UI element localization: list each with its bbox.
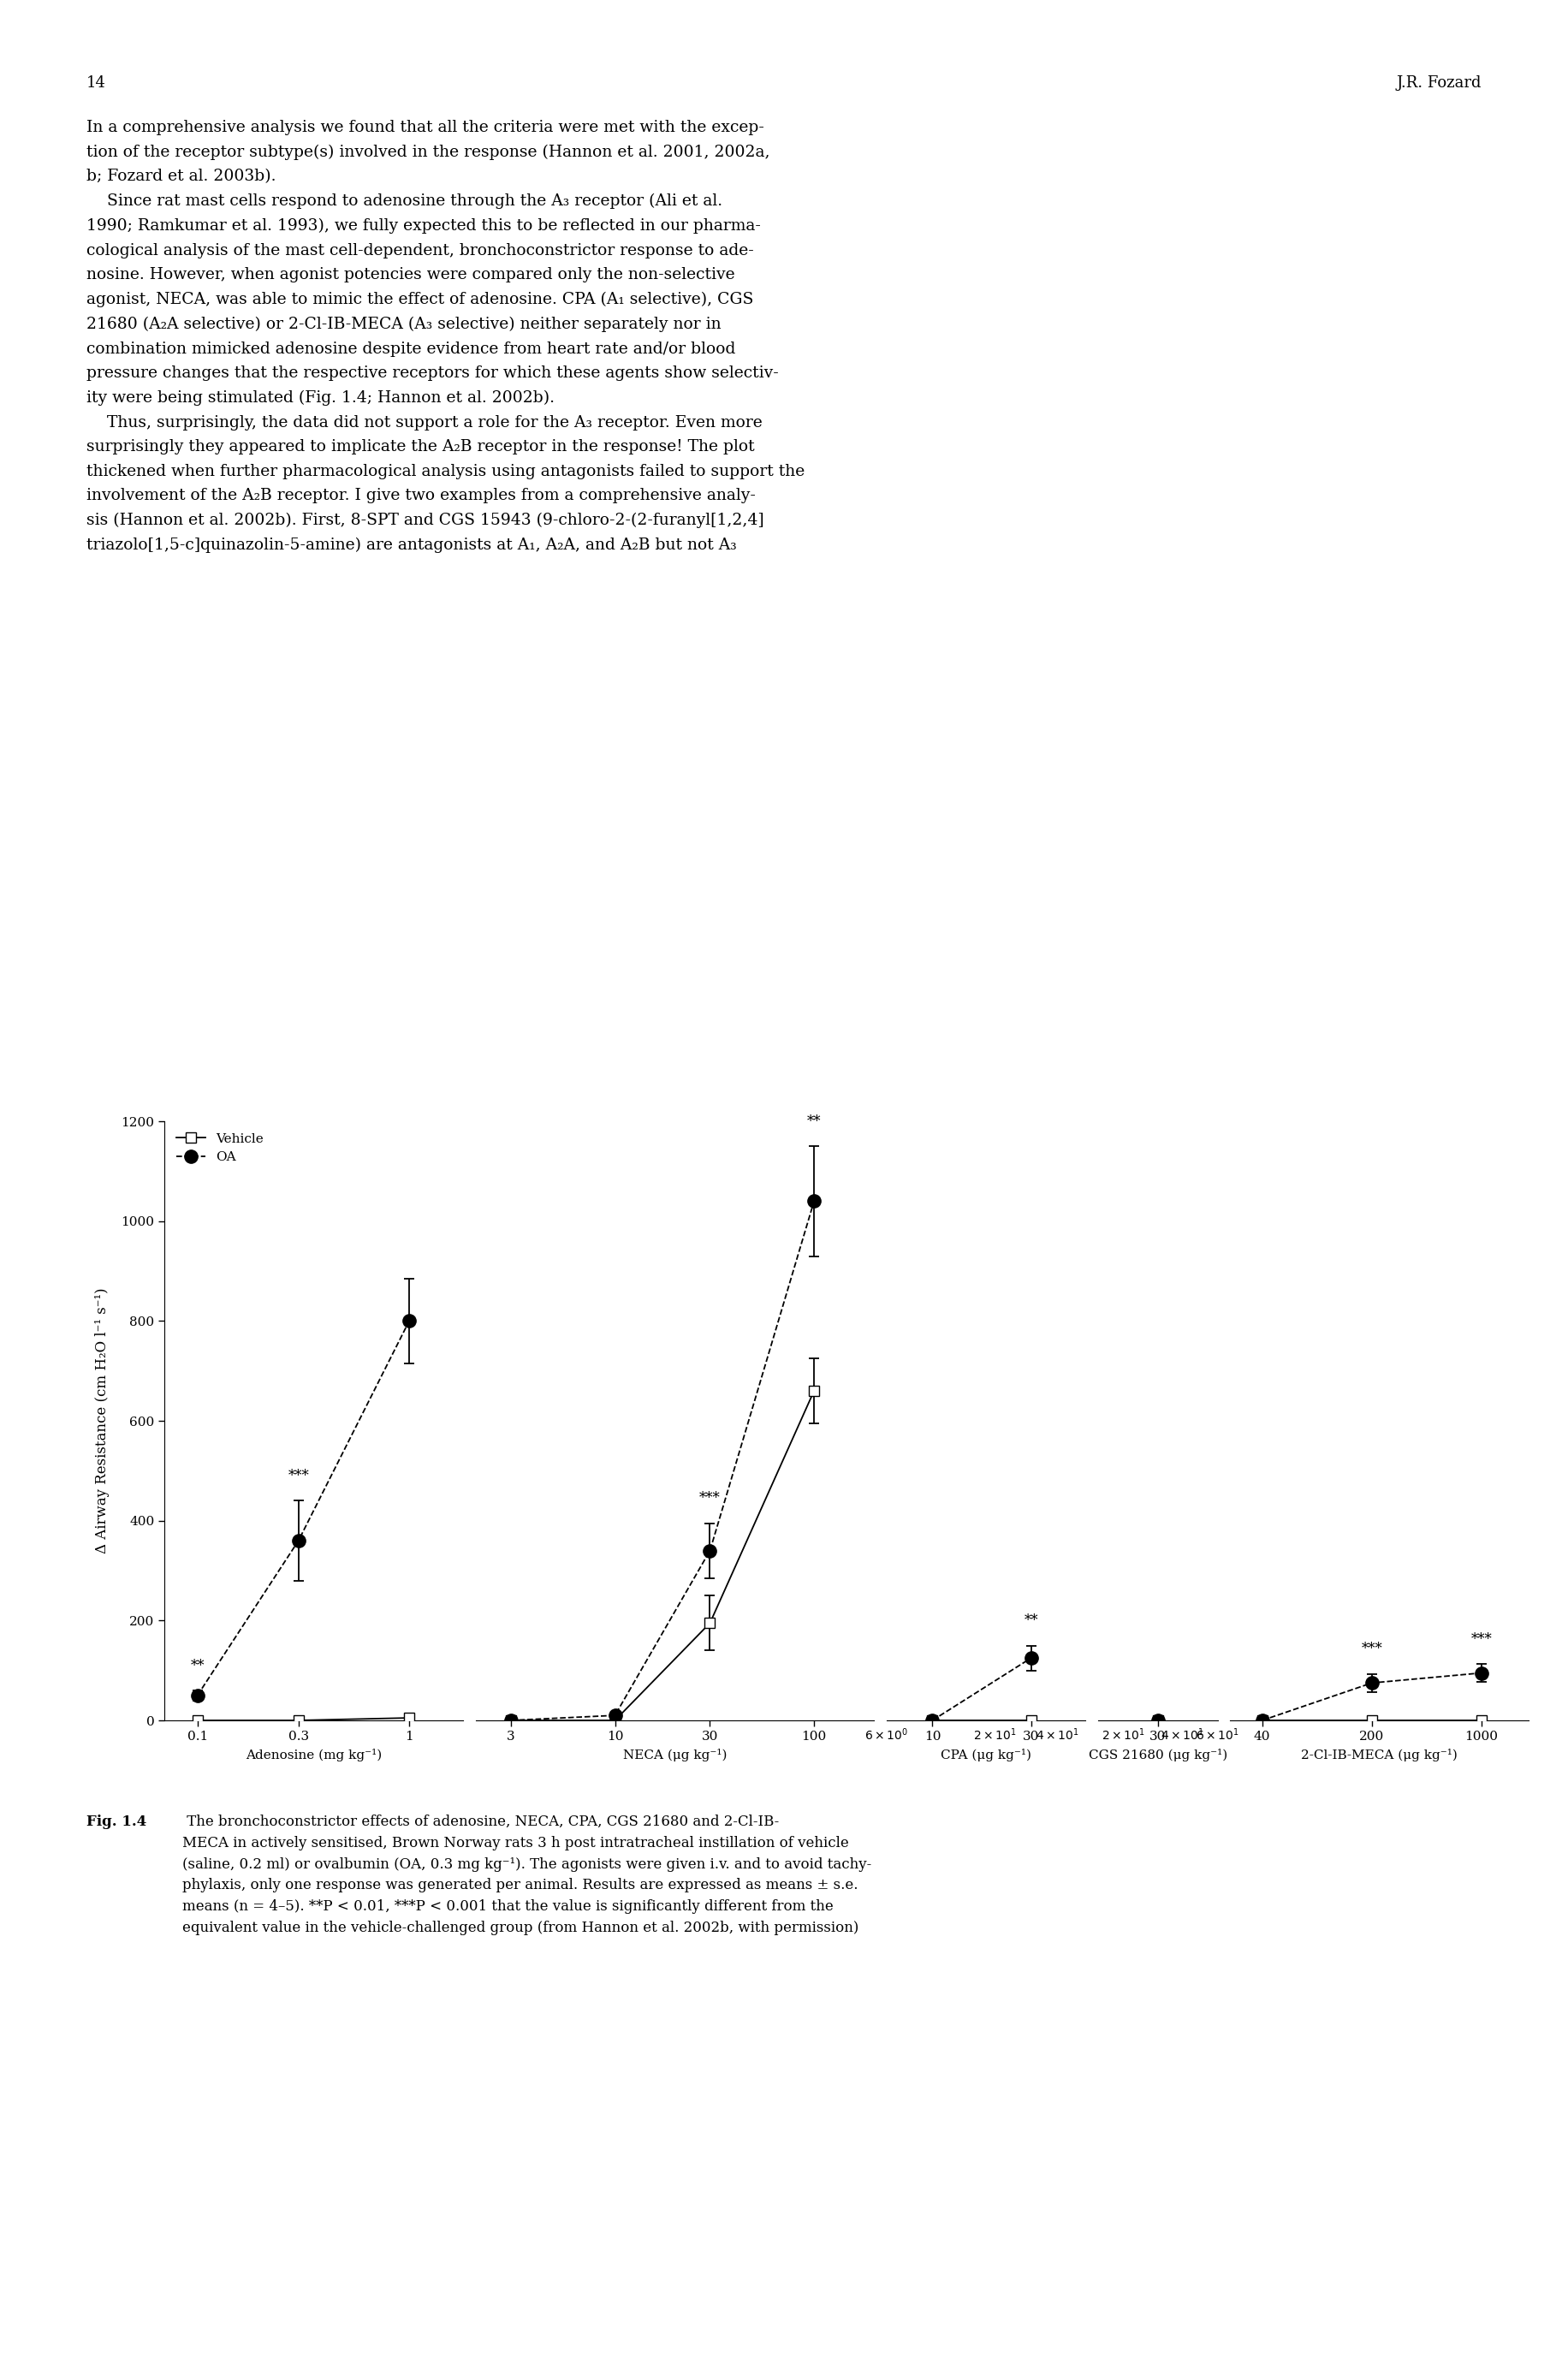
Text: 14: 14 [86, 76, 105, 90]
Text: **: ** [1024, 1613, 1038, 1628]
Text: ***: *** [289, 1468, 309, 1483]
Text: Fig. 1.4: Fig. 1.4 [86, 1815, 146, 1830]
X-axis label: 2-Cl-IB-MECA (μg kg⁻¹): 2-Cl-IB-MECA (μg kg⁻¹) [1301, 1749, 1458, 1761]
X-axis label: Adenosine (mg kg⁻¹): Adenosine (mg kg⁻¹) [246, 1749, 383, 1761]
Text: ***: *** [1471, 1632, 1493, 1647]
Text: The bronchoconstrictor effects of adenosine, NECA, CPA, CGS 21680 and 2-Cl-IB-
M: The bronchoconstrictor effects of adenos… [182, 1815, 872, 1934]
Text: **: ** [190, 1658, 204, 1673]
Text: ***: *** [699, 1492, 721, 1506]
X-axis label: NECA (μg kg⁻¹): NECA (μg kg⁻¹) [622, 1749, 728, 1761]
Text: ***: *** [1361, 1642, 1383, 1656]
Text: J.R. Fozard: J.R. Fozard [1397, 76, 1482, 90]
Legend: Vehicle, OA: Vehicle, OA [171, 1129, 268, 1169]
X-axis label: CGS 21680 (μg kg⁻¹): CGS 21680 (μg kg⁻¹) [1088, 1749, 1228, 1761]
X-axis label: CPA (μg kg⁻¹): CPA (μg kg⁻¹) [941, 1749, 1032, 1761]
Y-axis label: Δ Airway Resistance (cm H₂O l⁻¹ s⁻¹): Δ Airway Resistance (cm H₂O l⁻¹ s⁻¹) [94, 1288, 110, 1554]
Text: In a comprehensive analysis we found that all the criteria were met with the exc: In a comprehensive analysis we found tha… [86, 119, 804, 554]
Text: **: ** [808, 1114, 822, 1129]
